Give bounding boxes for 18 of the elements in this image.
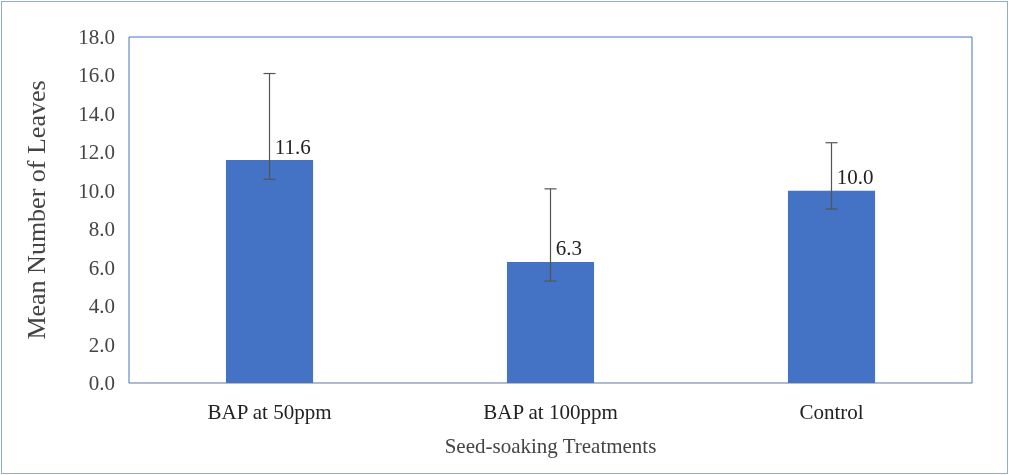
x-tick-label: BAP at 100ppm <box>483 399 618 424</box>
y-tick-label: 14.0 <box>78 101 115 126</box>
y-tick-label: 6.0 <box>88 255 115 280</box>
data-label: 6.3 <box>555 236 582 261</box>
y-tick-label: 0.0 <box>88 371 115 395</box>
y-tick-label: 10.0 <box>78 178 115 203</box>
y-tick-label: 2.0 <box>88 332 115 357</box>
x-axis-title: Seed-soaking Treatments <box>444 433 657 458</box>
data-label: 11.6 <box>274 134 311 159</box>
y-tick-label: 12.0 <box>78 140 115 165</box>
y-tick-label: 8.0 <box>88 217 115 242</box>
x-tick-label: BAP at 50ppm <box>207 399 332 424</box>
y-axis-title: Mean Number of Leaves <box>21 80 51 340</box>
y-tick-label: 4.0 <box>88 294 115 319</box>
x-tick-label: Control <box>799 399 864 424</box>
y-tick-label: 18.0 <box>78 25 115 49</box>
y-tick-label: 16.0 <box>78 63 115 88</box>
data-label: 10.0 <box>836 165 874 190</box>
